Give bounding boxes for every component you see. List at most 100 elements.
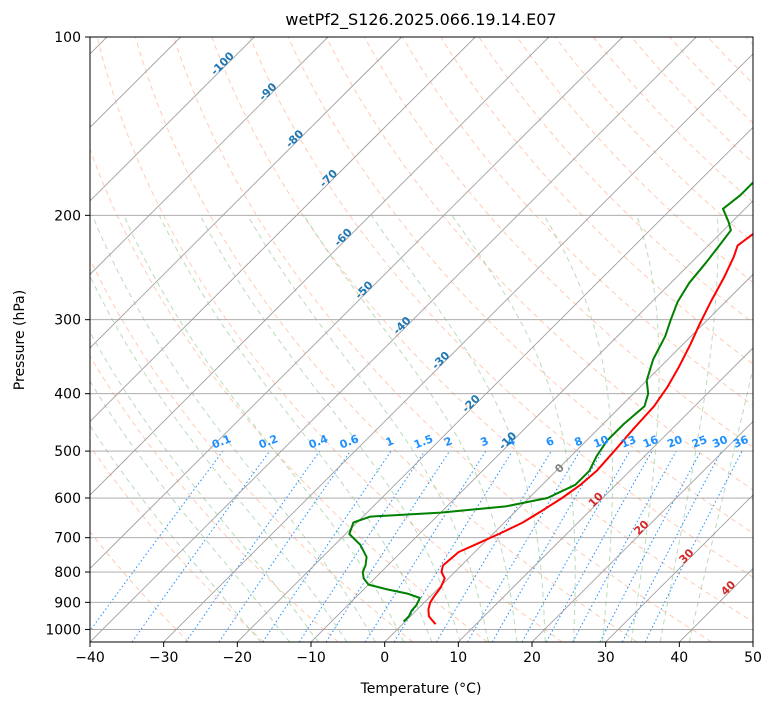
plot-frame: [89, 36, 754, 643]
y-tick-label: 100: [54, 30, 81, 46]
dry-adiabat-label: -10: [496, 429, 519, 452]
dry-adiabat-label: -20: [460, 392, 483, 415]
x-tick-label: 10: [449, 650, 467, 666]
moist-adiabat-line: [90, 424, 262, 642]
moist-adiabat-label: 30: [677, 546, 697, 566]
moist-adiabat-line: [90, 274, 348, 642]
y-tick-label: 400: [54, 387, 81, 403]
dry-adiabat-label: -70: [317, 167, 340, 190]
x-tick-label: 0: [380, 650, 389, 666]
moist-adiabat-label: 10: [586, 490, 606, 510]
moist-adiabat-label: 0: [552, 461, 567, 476]
isotherm-line: [90, 37, 550, 496]
moist-adiabat-line: [90, 380, 291, 642]
mixing-ratio-label: 8: [573, 434, 585, 449]
x-tick-label: −10: [296, 650, 326, 666]
moist-adiabat-line: [158, 215, 433, 642]
temperature-profile-line: [427, 232, 753, 625]
dry-adiabat-line: [96, 37, 563, 642]
dry-adiabat-label: -80: [283, 127, 306, 150]
mixing-ratio-label: 1: [384, 434, 396, 449]
dry-adiabat-line: [516, 37, 753, 284]
dry-adiabat-line: [287, 37, 753, 534]
y-tick-label: 200: [54, 208, 81, 224]
isotherm-line: [90, 37, 255, 202]
isotherm-line: [605, 494, 753, 642]
dry-adiabat-line: [592, 37, 753, 203]
mixing-ratio-line: [185, 450, 321, 642]
dry-adiabat-line: [90, 258, 414, 642]
mixing-ratio-label: 0.4: [307, 432, 330, 451]
isotherm-line: [752, 641, 753, 642]
moist-adiabat-line: [659, 215, 719, 642]
dry-adiabat-line: [249, 37, 753, 578]
mixing-ratio-line: [521, 450, 631, 642]
x-tick-label: 30: [597, 650, 615, 666]
y-tick-label: 500: [54, 444, 81, 460]
mixing-ratio-line: [218, 450, 351, 642]
y-axis-label: Pressure (hPa): [12, 290, 28, 390]
dewpoint-profile-line: [348, 181, 753, 623]
x-tick-label: −40: [75, 650, 105, 666]
moist-adiabat-line: [688, 366, 753, 642]
isotherm-line: [90, 37, 329, 276]
x-tick-label: 50: [744, 650, 762, 666]
mixing-ratio-line: [325, 450, 451, 642]
dry-adiabat-line: [402, 37, 753, 406]
dry-adiabat-line: [745, 37, 753, 46]
mixing-ratio-line: [467, 450, 581, 642]
dry-adiabat-line: [90, 147, 488, 642]
y-tick-label: 800: [54, 565, 81, 581]
y-tick-label: 300: [54, 313, 81, 329]
dry-adiabat-line: [325, 37, 753, 491]
isotherm-line: [458, 347, 753, 642]
dry-adiabat-line: [554, 37, 753, 243]
moist-adiabat-line: [247, 215, 489, 642]
moist-adiabat-line: [90, 330, 319, 642]
mixing-ratio-label: 20: [665, 433, 684, 451]
mixing-ratio-label: 13: [619, 433, 638, 451]
mixing-ratio-line: [131, 450, 271, 642]
moist-adiabat-line: [451, 215, 576, 642]
dry-adiabat-label: -90: [256, 80, 279, 103]
mixing-ratio-line: [262, 450, 392, 642]
mixing-ratio-label: 0.1: [210, 432, 233, 451]
mixing-ratio-line: [545, 450, 653, 642]
dry-adiabat-label: -40: [390, 314, 413, 337]
mixing-ratio-label: 6: [544, 434, 556, 449]
dry-adiabat-line: [90, 355, 339, 642]
chart-title: wetPf2_S126.2025.066.19.14.E07: [285, 10, 556, 30]
mixing-ratio-line: [393, 450, 513, 642]
x-tick-label: −20: [223, 650, 253, 666]
profile-series: [348, 181, 753, 625]
isotherm-line: [90, 37, 476, 423]
isotherm-line: [90, 37, 623, 570]
dry-adiabat-label: -100: [208, 49, 237, 78]
dry-adiabat-line: [211, 37, 753, 623]
dry-adiabat-label: -60: [332, 226, 355, 249]
dry-adiabat-line: [707, 37, 753, 85]
mixing-ratio-label: 16: [641, 433, 660, 451]
dry-adiabat-line: [440, 37, 753, 365]
x-tick-label: −30: [149, 650, 179, 666]
isotherm-line: [163, 53, 753, 642]
y-tick-label: 900: [54, 595, 81, 611]
moist-adiabat-line: [630, 215, 660, 642]
mixing-ratio-line: [90, 450, 224, 632]
mixing-ratio-label: 3: [479, 434, 491, 449]
moist-adiabat-line: [91, 215, 376, 642]
dry-adiabat-line: [90, 530, 190, 642]
mixing-ratio-label: 36: [731, 433, 750, 451]
dry-adiabat-label: -30: [429, 349, 452, 372]
grid-lines: [90, 37, 753, 642]
dry-adiabat-label: -50: [352, 278, 375, 301]
moist-adiabat-line: [370, 215, 546, 642]
mixing-ratio-label: 10: [592, 433, 611, 451]
background-lines: [90, 37, 753, 642]
x-tick-label: 40: [670, 650, 688, 666]
moist-adiabat-label: 40: [718, 578, 738, 598]
moist-adiabat-line: [123, 215, 405, 642]
y-tick-label: 600: [54, 491, 81, 507]
isotherm-line: [90, 37, 697, 642]
